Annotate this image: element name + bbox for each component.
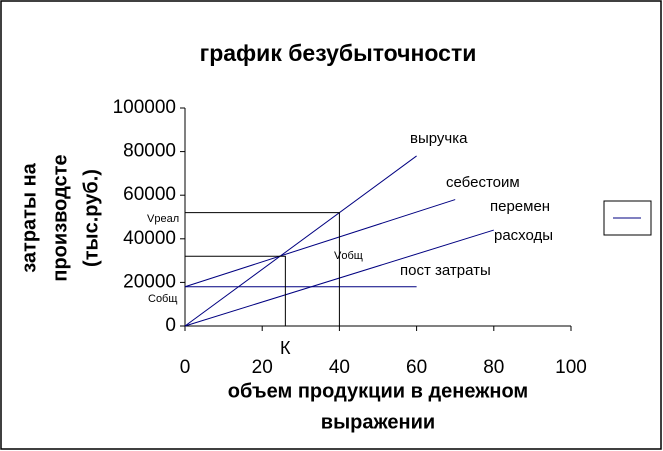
annotation: пост затраты — [400, 262, 491, 279]
annotation: Vобщ — [334, 250, 363, 262]
x-tick-label: 0 — [180, 357, 191, 378]
y-axis-label: затраты на — [18, 162, 40, 272]
series-line — [184, 199, 456, 288]
y-axis-label: производсте — [49, 154, 71, 281]
series-line — [184, 155, 417, 327]
annotation: Cобщ — [148, 293, 177, 305]
annotation: себестоим — [446, 174, 520, 191]
series-line — [185, 212, 340, 326]
y-axis-label: (тыс.руб.) — [80, 169, 102, 267]
x-tick-label: 40 — [329, 357, 350, 378]
y-tick-label: 60000 — [123, 184, 176, 205]
x-axis-label: выражении — [321, 411, 435, 433]
annotation: К — [280, 338, 291, 358]
annotation: Vреал — [147, 213, 179, 225]
y-tick-label: 100000 — [113, 97, 176, 118]
x-tick-label: 80 — [483, 357, 504, 378]
y-tick-label: 40000 — [123, 228, 176, 249]
chart-title: график безубыточности — [200, 40, 477, 66]
x-tick-label: 60 — [406, 357, 427, 378]
y-tick-label: 20000 — [123, 271, 176, 292]
y-tick-label: 0 — [165, 315, 176, 336]
annotation: выручка — [410, 130, 468, 147]
x-axis-label: объем продукции в денежном — [228, 380, 528, 402]
annotation: перемен — [490, 198, 550, 215]
x-tick-label: 20 — [252, 357, 273, 378]
annotation: расходы — [494, 227, 553, 244]
x-tick-label: 100 — [555, 357, 587, 378]
y-tick-label: 80000 — [123, 141, 176, 162]
series-line — [185, 255, 286, 326]
